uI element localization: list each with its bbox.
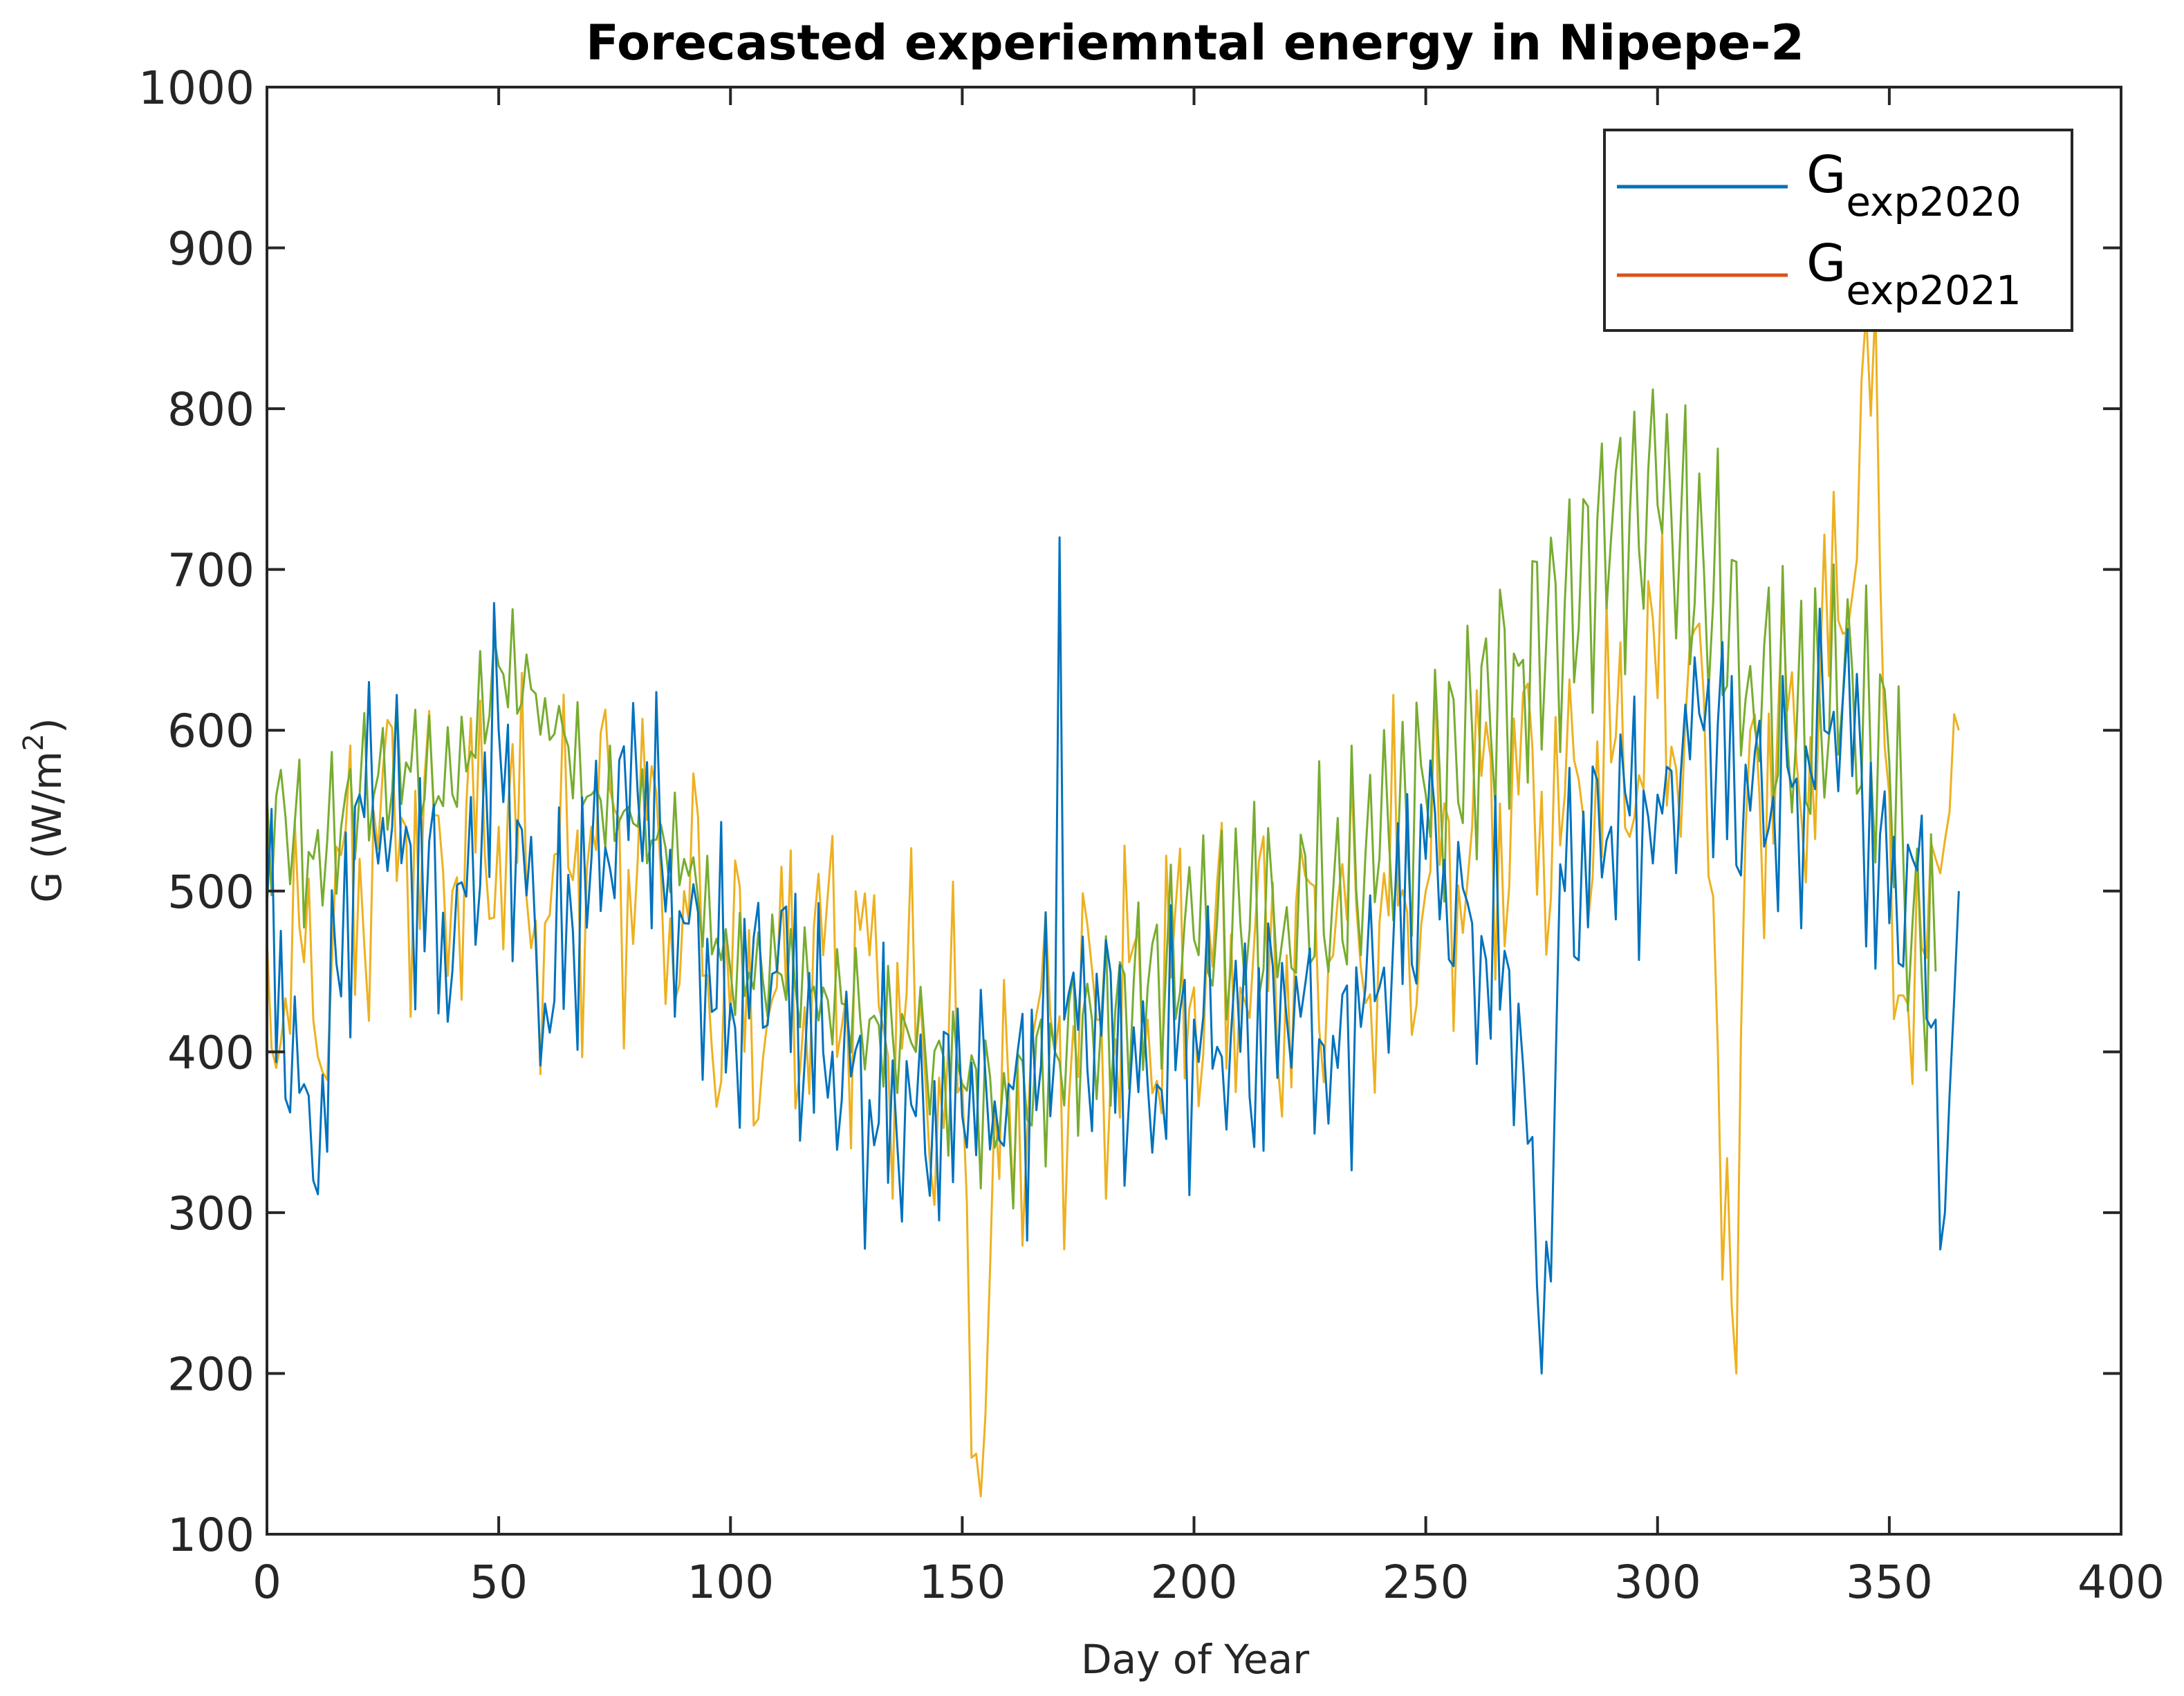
y-tick-label: 1000	[138, 62, 255, 115]
y-tick-label: 300	[167, 1187, 255, 1240]
y-tick-label: 800	[167, 383, 255, 436]
y-tick-label: 500	[167, 866, 255, 919]
y-tick-label: 600	[167, 705, 255, 758]
legend-label-exp2020: Gexp2020	[1806, 145, 2021, 225]
y-axis-label-close: )	[24, 718, 71, 734]
legend-label-exp2021: Gexp2021	[1806, 234, 2021, 314]
legend-label-exp2020-sub: exp2020	[1846, 178, 2021, 225]
legend-label-exp2021-main: G	[1806, 234, 1846, 293]
chart-title: Forecasted experiemntal energy in Nipepe…	[586, 15, 1804, 71]
series-layer	[267, 302, 1960, 1498]
x-tick-label: 200	[1151, 1556, 1238, 1609]
series-line-g-exp2020	[267, 536, 1960, 1374]
y-tick-label: 200	[167, 1348, 255, 1401]
x-tick-label: 250	[1382, 1556, 1470, 1609]
y-axis-label-sup: 2	[18, 734, 50, 751]
x-tick-label: 50	[470, 1556, 528, 1609]
y-tick-label: 900	[167, 223, 255, 276]
y-tick-label: 400	[167, 1026, 255, 1079]
y-axis-label: G (W/m2)	[18, 718, 71, 903]
ticks-layer: 0 50 100 150 200 250 300 350 400 100 200 300 400 500 6…	[138, 62, 2165, 1609]
legend: Gexp2020 Gexp2021	[1603, 129, 2073, 332]
y-tick-label: 100	[167, 1509, 255, 1562]
legend-label-exp2021-sub: exp2021	[1846, 267, 2021, 314]
x-tick-label: 300	[1614, 1556, 1701, 1609]
x-axis-label: Day of Year	[1081, 1636, 1309, 1683]
x-tick-label: 100	[687, 1556, 774, 1609]
legend-box	[1603, 129, 2073, 332]
x-tick-label: 0	[252, 1556, 281, 1609]
x-tick-label: 350	[1846, 1556, 1933, 1609]
y-axis-label-main: G (W/m	[24, 751, 71, 902]
y-tick-label: 700	[167, 544, 255, 597]
legend-label-exp2020-main: G	[1806, 145, 1846, 205]
x-tick-label: 400	[2077, 1556, 2165, 1609]
x-tick-label: 150	[918, 1556, 1006, 1609]
